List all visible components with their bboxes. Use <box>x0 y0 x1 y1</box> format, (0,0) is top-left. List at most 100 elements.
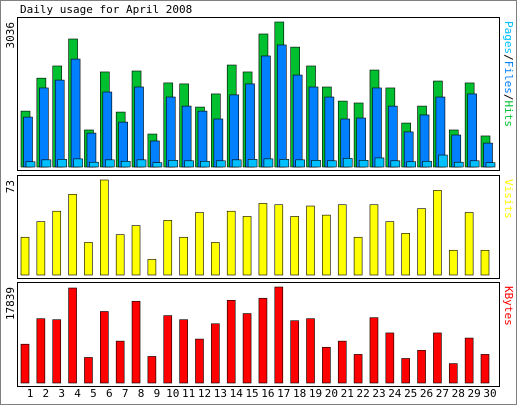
bar <box>337 340 347 384</box>
x-tick-label: 10 <box>166 387 179 400</box>
bar <box>342 158 353 168</box>
bar <box>292 74 303 168</box>
x-tick-label: 6 <box>106 387 113 400</box>
y-tick-label: 3036 <box>4 22 17 49</box>
series-label: KBytes <box>502 286 515 326</box>
bar <box>36 318 46 384</box>
y-tick-label: 17839 <box>4 287 17 320</box>
bar <box>134 86 144 168</box>
bar <box>20 343 30 384</box>
bar <box>464 212 474 276</box>
x-tick-label: 7 <box>122 387 129 400</box>
bar <box>120 160 131 168</box>
bar <box>422 160 432 168</box>
bar <box>258 297 268 384</box>
y-tick-label: 73 <box>4 180 17 193</box>
bar <box>115 340 125 384</box>
bar <box>438 154 448 168</box>
bar <box>464 337 474 384</box>
bar <box>68 287 77 384</box>
x-tick-label: 14 <box>230 387 244 400</box>
bar <box>327 160 337 168</box>
bar <box>168 160 179 168</box>
bar <box>229 94 240 168</box>
x-tick-label: 16 <box>261 387 274 400</box>
bar <box>295 159 305 168</box>
bar <box>276 44 287 168</box>
bar <box>401 358 410 384</box>
x-tick-label: 17 <box>277 387 290 400</box>
bar <box>131 225 141 276</box>
bar <box>25 161 36 168</box>
bar <box>417 350 426 384</box>
bar <box>54 79 65 168</box>
x-tick-label: 8 <box>138 387 145 400</box>
bar <box>356 117 366 168</box>
bar <box>433 190 442 276</box>
bar <box>448 363 458 384</box>
bar <box>467 93 477 168</box>
bar <box>115 234 125 276</box>
bar <box>480 354 490 384</box>
bar <box>231 159 242 168</box>
bar <box>226 299 236 384</box>
x-tick-label: 13 <box>214 387 227 400</box>
x-tick-label: 30 <box>483 387 496 400</box>
x-tick-label: 2 <box>43 387 50 400</box>
x-tick-label: 19 <box>309 387 322 400</box>
bar <box>308 86 319 168</box>
bar <box>57 159 68 168</box>
bar <box>258 203 268 276</box>
series-label: Pages/Files/Hits <box>502 21 515 127</box>
bar <box>372 87 382 168</box>
bar <box>306 318 315 384</box>
bar <box>261 55 271 168</box>
bar <box>200 160 210 168</box>
bar <box>390 160 401 168</box>
bar <box>358 160 369 168</box>
bar <box>195 212 204 276</box>
bar <box>211 323 220 384</box>
bar <box>274 204 284 276</box>
bar <box>433 332 442 384</box>
bar <box>163 220 173 276</box>
bar <box>86 132 97 168</box>
bar <box>242 313 252 384</box>
legend-entry: Hits <box>502 101 515 128</box>
bar <box>306 205 315 276</box>
bar <box>70 58 81 168</box>
bar <box>41 159 52 168</box>
bar <box>374 157 385 168</box>
series-label: Visits <box>502 179 515 219</box>
x-tick-label: 25 <box>404 387 417 400</box>
bar <box>417 208 426 276</box>
x-tick-label: 4 <box>74 387 81 400</box>
bar <box>324 96 335 168</box>
bar <box>274 286 284 384</box>
x-tick-label: 20 <box>325 387 338 400</box>
bar <box>102 91 113 168</box>
bar <box>184 160 194 168</box>
bar <box>165 96 176 168</box>
x-tick-label: 28 <box>452 387 465 400</box>
bar <box>485 162 496 168</box>
x-tick-label: 18 <box>293 387 306 400</box>
bar <box>369 204 379 276</box>
bar <box>247 159 258 168</box>
bar <box>419 114 430 168</box>
bar <box>147 356 157 384</box>
bar <box>353 354 363 384</box>
bar <box>448 249 458 276</box>
bar <box>181 105 192 168</box>
bar <box>23 116 33 168</box>
label-separator: / <box>502 94 515 101</box>
bar <box>216 160 226 168</box>
bar <box>401 233 410 276</box>
x-tick-label: 24 <box>388 387 402 400</box>
bar <box>211 242 220 276</box>
bar <box>197 110 208 168</box>
x-tick-label: 11 <box>182 387 195 400</box>
bar <box>152 162 163 168</box>
x-tick-label: 1 <box>27 387 34 400</box>
bar <box>52 210 62 276</box>
